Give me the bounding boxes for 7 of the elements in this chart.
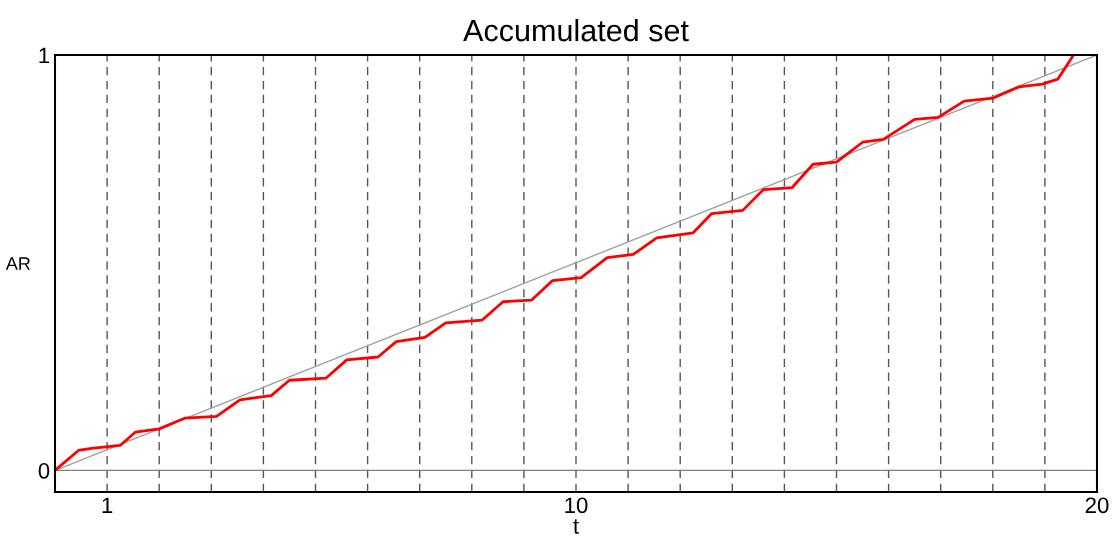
y-tick-label: 0 (38, 462, 50, 479)
chart-title: Accumulated set (463, 18, 689, 42)
y-axis-title: AR (5, 257, 31, 270)
x-axis-title: t (573, 519, 579, 534)
x-tick-label: 10 (565, 497, 588, 514)
x-tick-label: 1 (102, 497, 113, 513)
x-tick-label: 20 (1085, 497, 1109, 514)
